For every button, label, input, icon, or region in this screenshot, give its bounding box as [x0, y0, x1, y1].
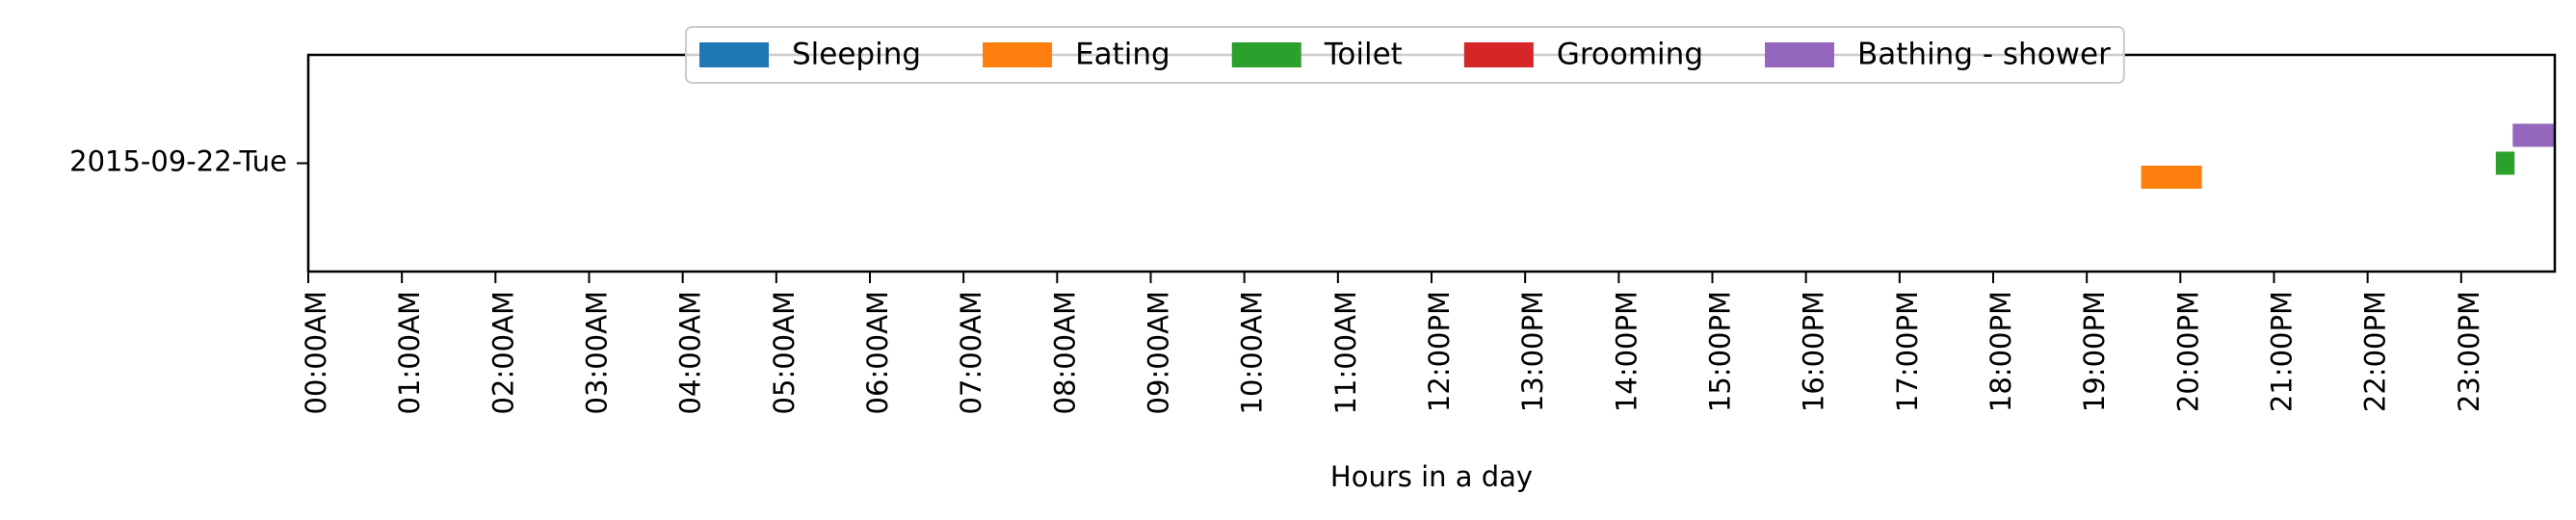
x-tick-label: 12:00PM: [1423, 291, 1456, 412]
x-tick-label: 09:00AM: [1143, 291, 1175, 414]
legend-swatch: [699, 42, 769, 67]
x-tick-label: 11:00AM: [1329, 291, 1362, 414]
bar-bathing-shower: [2512, 123, 2555, 147]
x-tick-label: 02:00AM: [486, 291, 519, 414]
x-axis: 00:00AM 01:00AM 02:00AM 03:00AM 04:00AM 05:00…: [300, 272, 2485, 414]
x-tick-label: 16:00PM: [1798, 291, 1830, 412]
x-tick-label: 08:00AM: [1048, 291, 1081, 414]
legend-label: Sleeping: [792, 38, 921, 72]
legend-swatch: [1765, 42, 1834, 67]
legend-swatch: [1463, 42, 1534, 67]
x-tick-label: 00:00AM: [300, 291, 332, 414]
legend-label: Bathing - shower: [1857, 38, 2111, 72]
legend-swatch: [1231, 42, 1301, 67]
x-tick-label: 07:00AM: [955, 291, 987, 414]
legend-swatch: [983, 42, 1053, 67]
y-tick-label: 2015-09-22-Tue: [69, 145, 287, 178]
x-tick-label: 10:00AM: [1236, 291, 1269, 414]
x-axis-label: Hours in a day: [1330, 460, 1533, 493]
x-tick-label: 06:00AM: [861, 291, 894, 414]
x-tick-label: 04:00AM: [674, 291, 707, 414]
y-axis: 2015-09-22-Tue: [69, 145, 308, 178]
x-tick-label: 01:00AM: [393, 291, 426, 414]
x-tick-label: 14:00PM: [1610, 291, 1643, 412]
x-tick-label: 22:00PM: [2359, 291, 2392, 412]
legend-label: Grooming: [1557, 38, 1703, 72]
bar-eating: [2141, 166, 2202, 189]
legend-box: [685, 26, 2125, 84]
x-tick-label: 13:00PM: [1516, 291, 1549, 412]
x-tick-label: 15:00PM: [1704, 291, 1737, 412]
x-tick-label: 21:00PM: [2266, 291, 2299, 412]
x-tick-label: 23:00PM: [2453, 291, 2485, 412]
x-tick-label: 03:00AM: [581, 291, 614, 414]
plot-frame: [306, 53, 2557, 273]
bar-toilet: [2495, 151, 2515, 175]
x-tick-label: 17:00PM: [1891, 291, 1924, 412]
plot-area: [306, 53, 2557, 273]
legend-label: Toilet: [1324, 38, 1403, 72]
x-tick-label: 20:00PM: [2171, 291, 2204, 412]
legend-label: Eating: [1075, 38, 1170, 72]
legend: Sleeping Eating Toilet Grooming Bathing - sh…: [685, 26, 2125, 84]
x-tick-label: 18:00PM: [1985, 291, 2017, 412]
x-tick-label: 05:00AM: [768, 291, 801, 414]
x-tick-label: 19:00PM: [2078, 291, 2111, 412]
